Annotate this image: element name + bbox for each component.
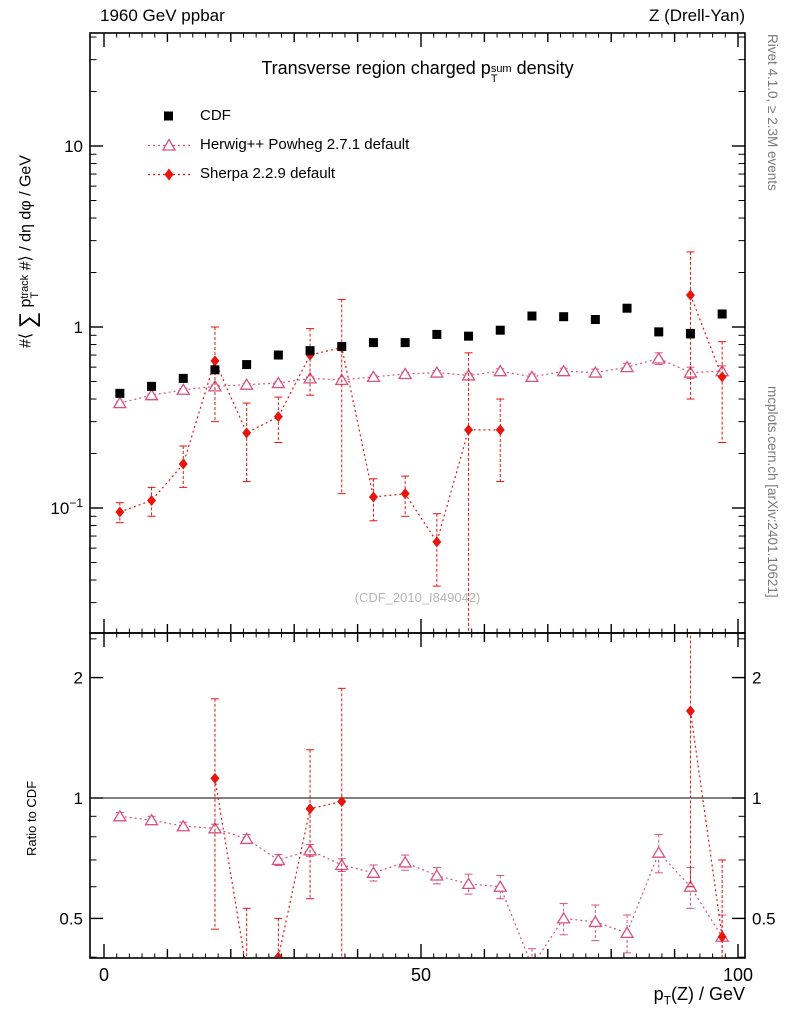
panel-frames [89,32,746,959]
svg-text:0.5: 0.5 [752,909,776,928]
svg-text:10: 10 [64,137,83,156]
svg-text:2: 2 [74,669,83,688]
mcplots-caption: mcplots.cern.ch [arXiv:2401.10621] [765,386,780,598]
header-process: Z (Drell-Yan) [648,6,745,25]
legend-label: Herwig++ Powheg 2.7.1 default [200,136,410,153]
legend-item-cdf: CDF [146,101,409,130]
y-ticks-ratio: 0.5 0.5 1 1 2 2 [59,638,776,958]
y-axis-label-top: #⟨ ∑ p track T #⟩ / dη dφ / GeV [14,155,41,348]
legend-label: CDF [200,107,231,124]
svg-text:50: 50 [411,965,431,985]
svg-text:2: 2 [752,669,761,688]
sherpa-marker-icon [148,168,190,180]
x-axis-label: pT(Z) / GeV [653,984,745,1008]
ratio-series-sherpa [210,634,727,957]
y-axis-label-ratio: Ratio to CDF [24,780,39,856]
rivet-version-caption: Rivet 4.1.0, ≥ 2.3M events [765,34,780,191]
plot-title-subsup: sum T [490,63,512,86]
y-ticks-top: 10−1 1 10 [50,36,745,604]
analysis-watermark: (CDF_2010_I849042) [354,590,481,605]
legend: CDF Herwig++ Powheg 2.7.1 default Sherpa… [146,101,409,188]
top-series-sherpa [115,251,727,632]
svg-text:0.5: 0.5 [59,909,83,928]
legend-item-herwig: Herwig++ Powheg 2.7.1 default [146,130,409,159]
plot-title: Transverse region charged p sum T density [261,58,574,86]
legend-label: Sherpa 2.2.9 default [200,165,336,182]
header-beam: 1960 GeV ppbar [100,6,225,25]
svg-text:10−1: 10−1 [50,496,83,518]
x-ticks [103,33,739,958]
legend-item-sherpa: Sherpa 2.2.9 default [146,159,409,188]
svg-text:100: 100 [723,965,753,985]
svg-text:1: 1 [74,318,83,337]
ratio-series-herwig [112,809,730,957]
svg-text:1: 1 [74,789,83,808]
plot-title-text: Transverse region charged p [261,58,491,78]
x-tick-labels: 0 50 100 [99,965,753,985]
sum-symbol: ∑ [14,312,40,329]
svg-text:1: 1 [752,789,761,808]
svg-text:0: 0 [99,965,109,985]
top-series-cdf [115,303,727,398]
herwig-marker-icon [148,137,190,151]
cdf-marker-icon [164,111,173,120]
top-series-herwig [112,351,730,409]
